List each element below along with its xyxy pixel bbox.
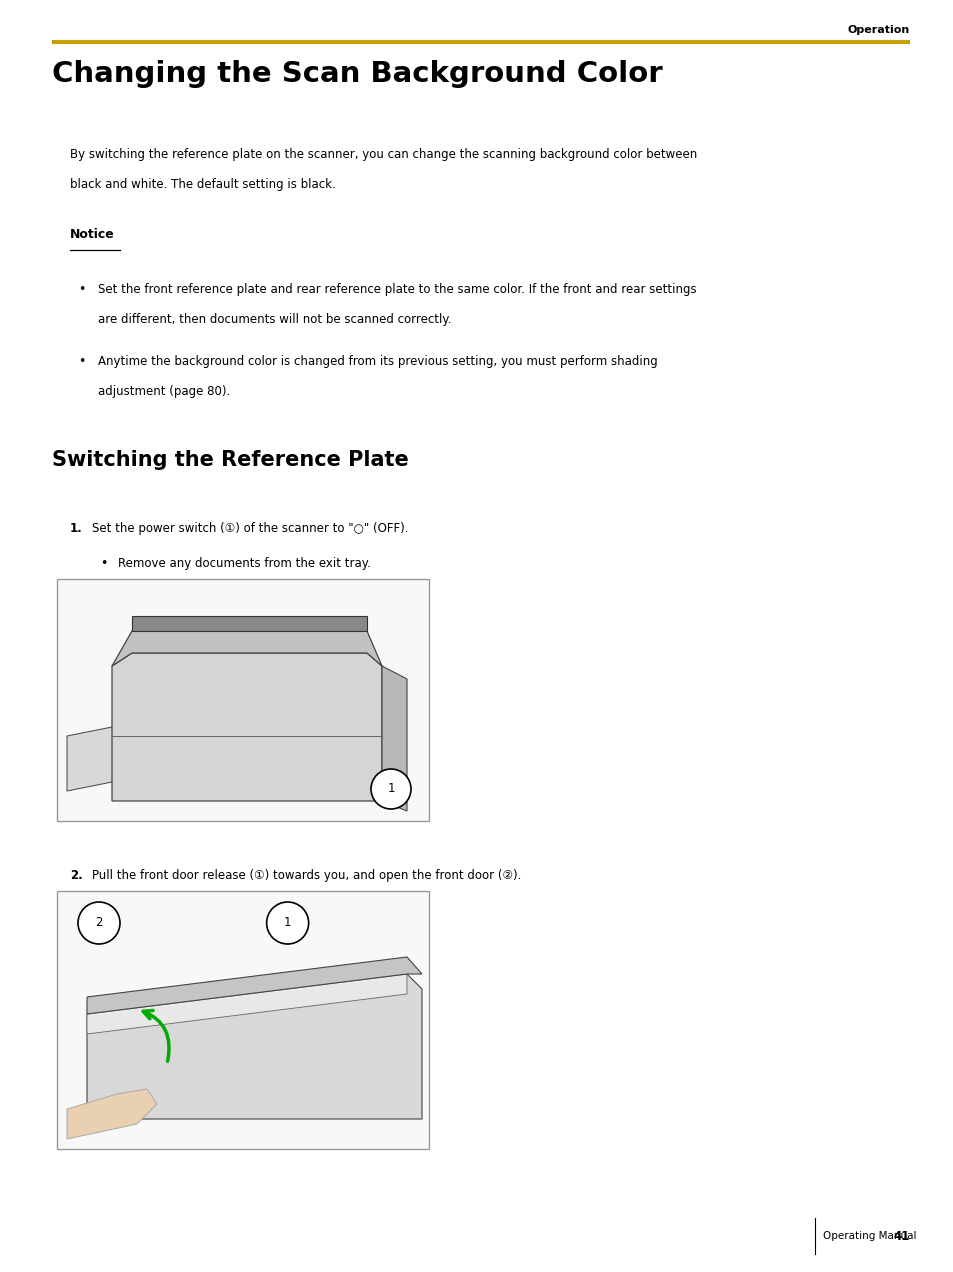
FancyBboxPatch shape: [57, 890, 429, 1149]
Text: 1: 1: [387, 782, 395, 795]
Text: adjustment (page 80).: adjustment (page 80).: [98, 385, 230, 398]
Text: 1.: 1.: [70, 522, 83, 536]
Polygon shape: [132, 616, 367, 631]
Text: 41: 41: [893, 1230, 909, 1243]
Text: Operating Manual: Operating Manual: [822, 1231, 916, 1241]
Polygon shape: [112, 653, 381, 801]
Text: Set the front reference plate and rear reference plate to the same color. If the: Set the front reference plate and rear r…: [98, 282, 696, 296]
Text: •: •: [78, 282, 86, 296]
Text: Set the power switch (①) of the scanner to "○" (OFF).: Set the power switch (①) of the scanner …: [91, 522, 408, 536]
Text: •: •: [78, 355, 86, 368]
Text: 2.: 2.: [70, 869, 83, 881]
Text: Operation: Operation: [847, 25, 909, 36]
Text: By switching the reference plate on the scanner, you can change the scanning bac: By switching the reference plate on the …: [70, 148, 697, 162]
Text: Switching the Reference Plate: Switching the Reference Plate: [52, 450, 408, 469]
Text: Remove any documents from the exit tray.: Remove any documents from the exit tray.: [118, 557, 371, 570]
Polygon shape: [87, 974, 407, 1034]
FancyArrowPatch shape: [143, 1010, 169, 1061]
Text: Pull the front door release (①) towards you, and open the front door (②).: Pull the front door release (①) towards …: [91, 869, 521, 881]
Circle shape: [371, 770, 411, 809]
Polygon shape: [381, 667, 407, 812]
Polygon shape: [112, 631, 381, 667]
Text: •: •: [100, 557, 108, 570]
Polygon shape: [67, 1089, 157, 1138]
Text: 2: 2: [95, 917, 103, 930]
Polygon shape: [87, 974, 421, 1119]
Text: 1: 1: [284, 917, 291, 930]
Text: Anytime the background color is changed from its previous setting, you must perf: Anytime the background color is changed …: [98, 355, 657, 368]
Text: Changing the Scan Background Color: Changing the Scan Background Color: [52, 60, 662, 88]
Polygon shape: [87, 957, 421, 1014]
Text: Notice: Notice: [70, 228, 114, 240]
Circle shape: [78, 902, 120, 944]
Text: are different, then documents will not be scanned correctly.: are different, then documents will not b…: [98, 313, 451, 326]
FancyBboxPatch shape: [57, 579, 429, 820]
Circle shape: [266, 902, 309, 944]
Text: black and white. The default setting is black.: black and white. The default setting is …: [70, 178, 335, 191]
Polygon shape: [67, 726, 117, 791]
